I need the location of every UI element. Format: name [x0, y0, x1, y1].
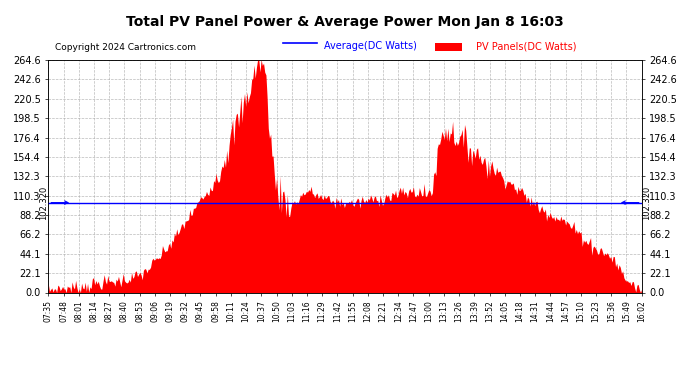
Text: 102.320: 102.320 — [642, 186, 651, 220]
Text: PV Panels(DC Watts): PV Panels(DC Watts) — [476, 41, 577, 51]
Text: Total PV Panel Power & Average Power Mon Jan 8 16:03: Total PV Panel Power & Average Power Mon… — [126, 15, 564, 29]
Text: Copyright 2024 Cartronics.com: Copyright 2024 Cartronics.com — [55, 43, 196, 52]
Text: 102.320: 102.320 — [39, 186, 48, 220]
Text: Average(DC Watts): Average(DC Watts) — [324, 41, 417, 51]
